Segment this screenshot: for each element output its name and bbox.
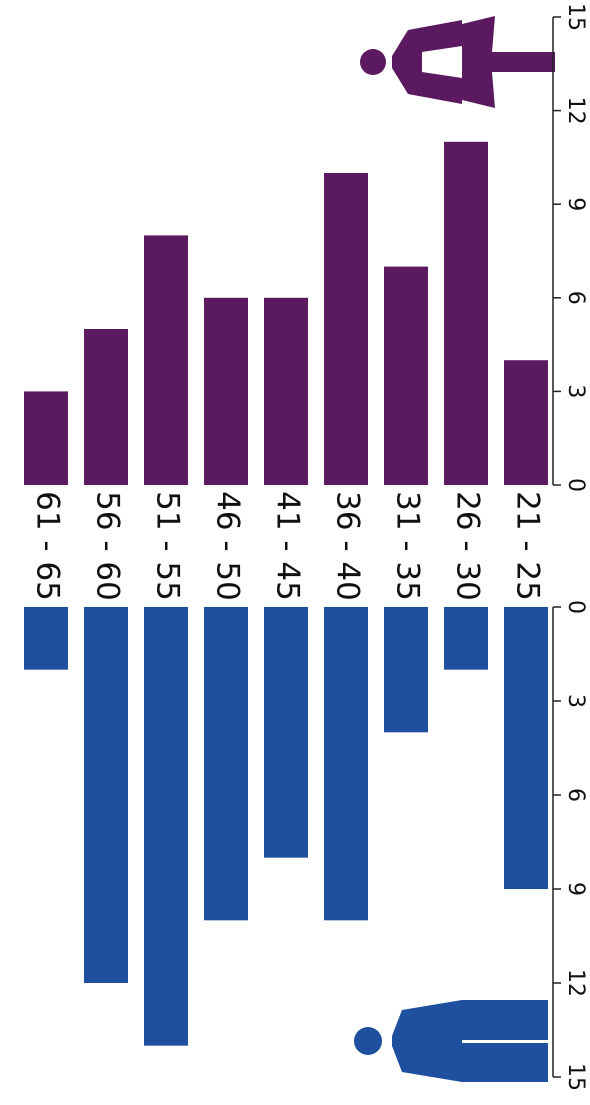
category-label: 31 - 35 (390, 491, 426, 601)
y-tick-label: 15 (563, 1063, 588, 1091)
bar (504, 360, 548, 485)
y-tick-label: 9 (563, 197, 588, 211)
bar (384, 607, 428, 733)
y-tick-label: 6 (563, 291, 588, 305)
bar (24, 607, 68, 670)
bar (504, 607, 548, 889)
woman-icon (360, 16, 555, 108)
category-label: 46 - 50 (210, 491, 246, 601)
category-label: 26 - 30 (450, 491, 486, 601)
bar (144, 235, 188, 485)
category-label: 41 - 45 (270, 491, 306, 601)
bar (384, 266, 428, 485)
y-tick-label: 0 (563, 600, 588, 614)
bar (444, 141, 488, 486)
category-label: 61 - 65 (30, 491, 66, 601)
y-tick-label: 12 (563, 97, 588, 125)
bar (324, 173, 368, 485)
y-tick-label: 6 (563, 788, 588, 802)
bar (264, 297, 308, 485)
category-label: 56 - 60 (90, 491, 126, 601)
bar (84, 329, 128, 485)
y-tick-label: 3 (563, 384, 588, 398)
bar (204, 607, 248, 921)
category-label: 21 - 25 (510, 491, 546, 601)
bar (84, 607, 128, 983)
y-tick-label: 3 (563, 694, 588, 708)
bar (24, 391, 68, 485)
y-tick-label: 0 (563, 478, 588, 492)
y-tick-label: 12 (563, 969, 588, 997)
bar (264, 607, 308, 858)
category-label: 36 - 40 (330, 491, 366, 601)
y-tick-label: 9 (563, 882, 588, 896)
man-icon (354, 1000, 550, 1082)
bar (324, 607, 368, 921)
bar (144, 607, 188, 1046)
category-label: 51 - 55 (150, 491, 186, 601)
y-tick-label: 15 (563, 3, 588, 31)
bar (444, 607, 488, 670)
bar (204, 297, 248, 485)
